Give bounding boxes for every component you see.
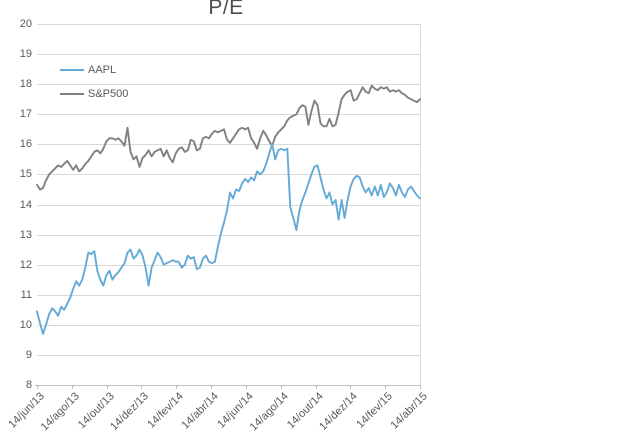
y-tick-label: 17 bbox=[19, 108, 32, 121]
legend-line-aapl-icon bbox=[60, 69, 84, 71]
y-tick-label: 18 bbox=[19, 78, 32, 91]
y-tick-label: 10 bbox=[19, 318, 32, 331]
sp500-line bbox=[36, 84, 421, 191]
y-tick-label: 8 bbox=[25, 379, 32, 391]
y-tick-label: 12 bbox=[19, 258, 32, 271]
y-tick-label: 16 bbox=[19, 138, 32, 151]
aapl-line bbox=[36, 143, 421, 335]
y-tick-label: 9 bbox=[25, 348, 32, 361]
chart-title: P/E bbox=[208, 0, 244, 19]
legend-item-sp500: S&P500 bbox=[60, 82, 128, 106]
y-tick-label: 11 bbox=[20, 288, 32, 301]
legend: AAPL S&P500 bbox=[60, 58, 128, 106]
y-tick-label: 15 bbox=[19, 168, 32, 181]
y-tick-label: 19 bbox=[19, 48, 32, 61]
y-tick-label: 13 bbox=[19, 228, 32, 241]
legend-item-aapl: AAPL bbox=[60, 58, 128, 82]
legend-label-sp500: S&P500 bbox=[88, 88, 129, 100]
legend-label-aapl: AAPL bbox=[88, 64, 117, 76]
y-tick-label: 20 bbox=[19, 18, 32, 30]
y-tick-label: 14 bbox=[19, 198, 32, 211]
legend-line-sp500-icon bbox=[60, 93, 84, 95]
